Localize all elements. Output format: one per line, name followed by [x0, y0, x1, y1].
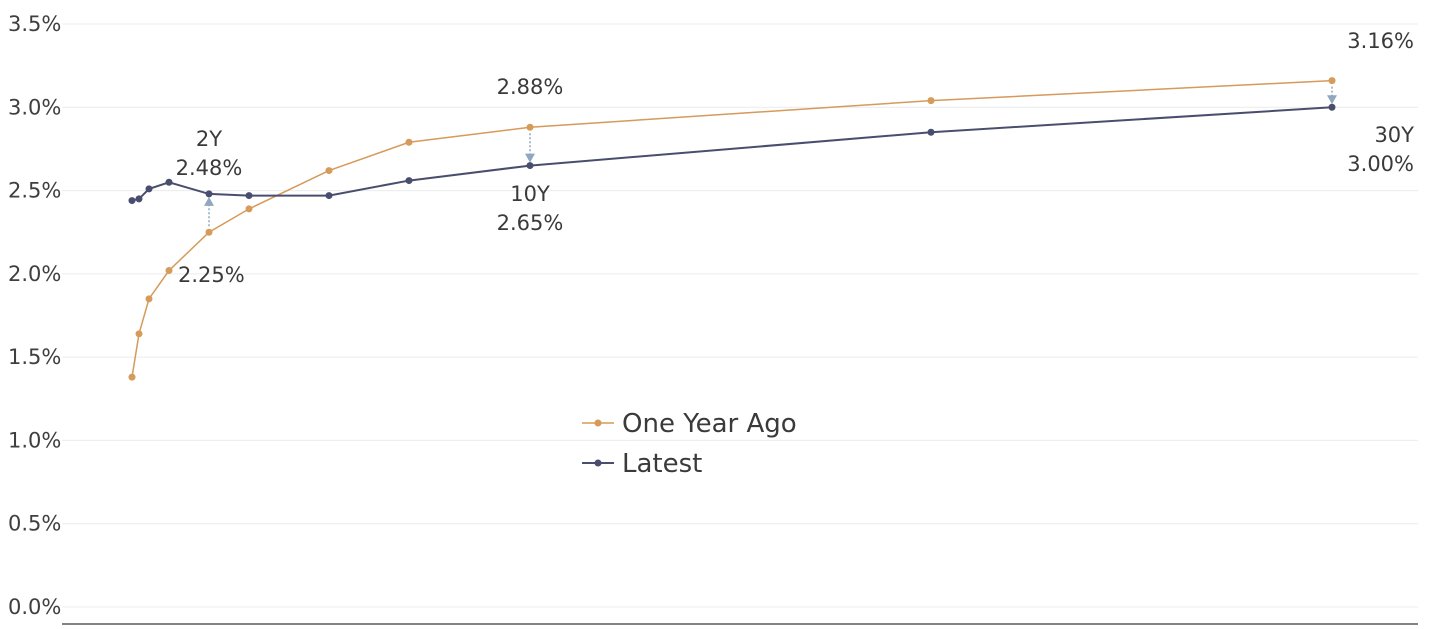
- y-tick-label: 2.0%: [8, 262, 61, 286]
- data-point-one-year-ago: [325, 167, 333, 175]
- data-point-one-year-ago: [927, 97, 935, 105]
- data-point-latest: [405, 177, 413, 185]
- data-point-one-year-ago: [245, 205, 253, 213]
- y-tick-label: 2.5%: [8, 179, 61, 203]
- annotation-layer: 2Y 2.48% 2.25% 2.88% 10Y 2.65% 3.16% 30Y 3.00%: [176, 29, 1415, 287]
- data-point-latest: [245, 192, 253, 200]
- change-arrow-head: [204, 196, 214, 206]
- annotation-30y-ago: 3.16%: [1347, 29, 1414, 53]
- data-point-latest: [526, 162, 534, 170]
- legend-marker-one-year-ago: [594, 419, 602, 427]
- series-layer: [128, 77, 1336, 381]
- y-tick-label: 3.0%: [8, 95, 61, 119]
- y-tick-label: 1.0%: [8, 428, 61, 452]
- data-point-one-year-ago: [165, 267, 173, 275]
- annotation-30y-latest: 3.00%: [1347, 152, 1414, 176]
- data-point-latest: [927, 128, 935, 136]
- data-point-latest: [205, 190, 213, 198]
- data-point-latest: [135, 195, 143, 203]
- legend-label-one-year-ago: One Year Ago: [622, 409, 797, 439]
- series-line-latest: [131, 106, 1333, 202]
- y-tick-label: 0.0%: [8, 595, 61, 619]
- y-tick-label: 3.5%: [8, 12, 61, 36]
- data-point-latest: [128, 197, 136, 205]
- y-tick-label: 1.5%: [8, 345, 61, 369]
- series-line-one-year-ago: [131, 79, 1333, 378]
- data-point-one-year-ago: [128, 373, 136, 381]
- legend-item-one-year-ago: One Year Ago: [582, 409, 797, 439]
- change-arrow-head: [525, 153, 535, 163]
- annotation-10y-latest: 10Y: [510, 182, 550, 206]
- data-point-one-year-ago: [526, 123, 534, 131]
- data-point-latest: [165, 178, 173, 186]
- data-point-one-year-ago: [205, 228, 213, 236]
- annotation-2y-latest: 2.48%: [176, 156, 243, 180]
- y-axis-ticks: 0.0% 0.5% 1.0% 1.5% 2.0% 2.5% 3.0% 3.5%: [8, 12, 61, 619]
- data-point-latest: [325, 192, 333, 200]
- annotation-2y-ago: 2.25%: [178, 263, 245, 287]
- gridlines: [62, 23, 1418, 608]
- change-arrows: [204, 86, 1337, 227]
- legend-label-latest: Latest: [622, 449, 702, 479]
- data-point-one-year-ago: [135, 330, 143, 338]
- annotation-30y-latest: 30Y: [1374, 123, 1414, 147]
- change-arrow-head: [1327, 95, 1337, 105]
- annotation-10y-latest: 2.65%: [497, 211, 564, 235]
- data-point-one-year-ago: [145, 295, 153, 303]
- data-point-latest: [1328, 103, 1336, 111]
- data-point-one-year-ago: [405, 138, 413, 146]
- data-point-one-year-ago: [1328, 77, 1336, 85]
- legend-marker-latest: [594, 459, 602, 467]
- annotation-2y-latest: 2Y: [196, 127, 222, 151]
- legend-item-latest: Latest: [582, 449, 702, 479]
- data-point-latest: [145, 185, 153, 193]
- legend: One Year Ago Latest: [582, 409, 797, 479]
- y-tick-label: 0.5%: [8, 512, 61, 536]
- annotation-10y-ago: 2.88%: [497, 75, 564, 99]
